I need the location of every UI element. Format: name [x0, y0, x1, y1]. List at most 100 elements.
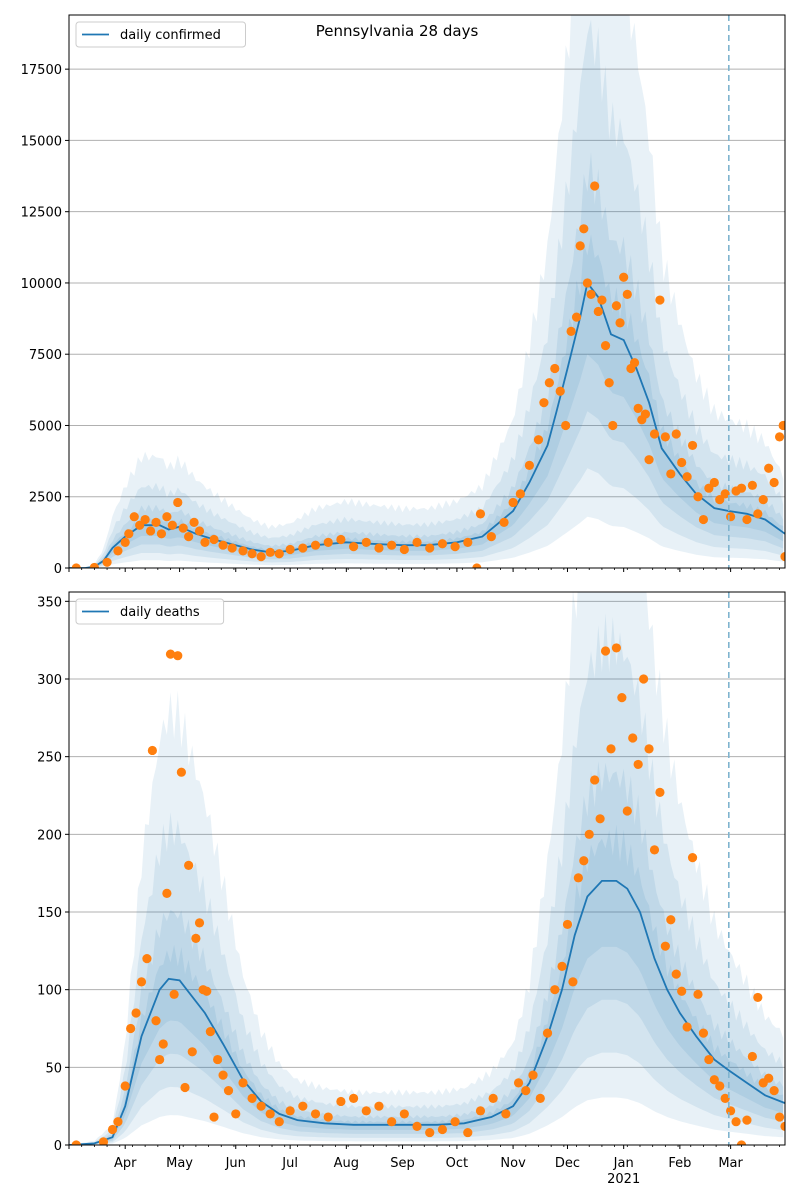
data-point	[131, 1008, 141, 1018]
data-point	[595, 814, 605, 824]
data-point	[247, 549, 257, 559]
data-point	[238, 1078, 248, 1088]
plot-area	[69, 592, 785, 1145]
data-point	[274, 1117, 284, 1127]
data-point	[184, 532, 194, 542]
panel-daily-deaths: 0 50 100 150 200 250 300 350 Apr May Jun Jul Aug Sep O…	[37, 591, 786, 1187]
y-tick-label: 300	[37, 673, 62, 688]
data-point	[71, 563, 81, 568]
data-point	[218, 1070, 228, 1080]
legend: daily deaths	[75, 598, 225, 625]
data-point	[649, 429, 660, 439]
x-tick-label: May	[166, 1156, 193, 1171]
data-point	[693, 989, 703, 999]
data-point	[450, 1117, 460, 1127]
data-point	[162, 512, 172, 522]
data-point	[256, 1101, 266, 1111]
data-point	[142, 953, 152, 964]
data-point	[184, 860, 194, 870]
data-point	[644, 455, 654, 465]
data-point	[463, 1127, 473, 1138]
data-point	[774, 1112, 785, 1122]
data-point	[617, 693, 627, 703]
data-point	[412, 537, 422, 547]
data-point	[521, 1086, 531, 1096]
data-point	[693, 492, 703, 502]
y-tick-label: 7500	[29, 348, 62, 363]
data-point	[167, 520, 177, 530]
x-tick-label: Aug	[334, 1156, 359, 1171]
prediction-band	[69, 15, 784, 568]
data-point	[753, 509, 763, 519]
data-point	[265, 1109, 275, 1119]
data-point	[463, 537, 473, 547]
prediction-band	[69, 613, 784, 1145]
data-point	[778, 420, 785, 431]
data-point	[780, 551, 785, 562]
data-point	[655, 787, 665, 797]
data-point	[539, 398, 549, 408]
data-point	[508, 497, 518, 508]
x-year-label: 2021	[607, 1172, 640, 1187]
data-point	[71, 1140, 81, 1145]
data-point	[140, 514, 150, 525]
data-point	[336, 534, 346, 545]
data-point	[399, 544, 409, 555]
legend-box	[75, 21, 246, 48]
data-point	[622, 289, 632, 299]
data-point	[600, 646, 611, 656]
data-point	[573, 873, 583, 883]
data-point	[425, 543, 435, 553]
data-point	[513, 1078, 524, 1088]
data-point	[475, 1106, 486, 1116]
data-point	[528, 1070, 538, 1080]
y-tick-label: 100	[37, 984, 62, 999]
data-point	[298, 1101, 308, 1111]
data-point	[758, 494, 768, 505]
data-point	[178, 523, 188, 533]
legend-box	[75, 598, 225, 625]
data-point	[501, 1109, 511, 1119]
data-point	[586, 289, 596, 299]
data-point	[660, 941, 670, 951]
data-point	[769, 1086, 779, 1096]
x-tick-label: Dec	[555, 1156, 580, 1171]
data-point	[256, 551, 266, 562]
data-point	[180, 1082, 190, 1093]
data-point	[425, 1127, 435, 1138]
data-point	[120, 1081, 130, 1091]
x-tick-label: Oct	[446, 1156, 468, 1171]
data-point	[173, 497, 183, 508]
data-point	[151, 1016, 161, 1026]
data-point	[704, 1054, 714, 1065]
data-point	[412, 1121, 422, 1131]
data-point	[156, 529, 167, 539]
data-point	[677, 986, 687, 996]
data-point	[590, 775, 600, 785]
legend: daily confirmed	[75, 21, 246, 48]
data-point	[155, 1054, 165, 1065]
chart-title: Pennsylvania 28 days	[316, 22, 479, 40]
data-point	[145, 526, 156, 536]
data-point	[742, 514, 752, 525]
data-point	[361, 1106, 371, 1116]
data-point	[135, 520, 145, 530]
data-point	[202, 986, 212, 996]
data-point	[608, 420, 618, 431]
data-point	[169, 989, 179, 999]
data-point	[606, 744, 616, 754]
data-point	[597, 295, 607, 305]
x-tick-label: Jan	[613, 1156, 634, 1171]
x-tick-label: Sep	[390, 1156, 415, 1171]
legend-label: daily confirmed	[120, 28, 221, 43]
data-point	[600, 341, 611, 351]
x-tick-label: Jul	[281, 1156, 298, 1171]
data-point	[486, 532, 496, 542]
data-point	[336, 1096, 346, 1107]
x-tick-label: Apr	[114, 1156, 137, 1171]
data-point	[611, 643, 622, 653]
data-point	[348, 1093, 359, 1103]
data-point	[323, 537, 333, 547]
data-point	[310, 540, 321, 550]
